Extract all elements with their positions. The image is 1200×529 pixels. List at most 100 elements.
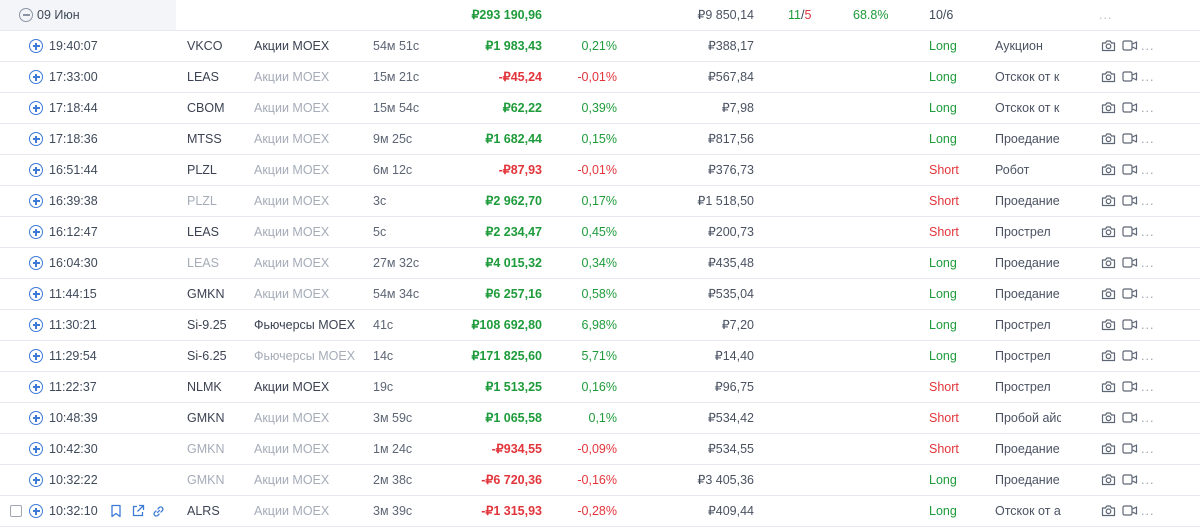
trade-duration: 54м 34с bbox=[373, 287, 420, 301]
video-icon[interactable] bbox=[1122, 194, 1138, 207]
trade-pnl: ₽1 065,58 bbox=[485, 411, 542, 425]
video-icon[interactable] bbox=[1122, 442, 1138, 455]
row-select-checkbox[interactable] bbox=[10, 505, 22, 517]
screenshot-camera-icon[interactable] bbox=[1101, 70, 1116, 83]
trade-row[interactable]: 10:48:39 GMKN Акции MOEX 3м 59с ₽1 065,5… bbox=[0, 403, 1200, 434]
group-more-dots[interactable]: ... bbox=[1099, 8, 1113, 22]
trade-row[interactable]: 11:29:54 Si-6.25 Фьючерсы MOEX 14с ₽171 … bbox=[0, 341, 1200, 372]
screenshot-camera-icon[interactable] bbox=[1101, 442, 1116, 455]
trade-row[interactable]: 10:42:30 GMKN Акции MOEX 1м 24с -₽934,55… bbox=[0, 434, 1200, 465]
trade-market: Акции MOEX bbox=[254, 504, 330, 518]
row-more-menu[interactable]: ... bbox=[1141, 442, 1155, 456]
expand-circle-icon[interactable] bbox=[29, 39, 43, 53]
row-more-menu[interactable]: ... bbox=[1141, 411, 1155, 425]
expand-circle-icon[interactable] bbox=[29, 287, 43, 301]
expand-circle-icon[interactable] bbox=[29, 380, 43, 394]
trade-pnl: ₽1 513,25 bbox=[485, 380, 542, 394]
row-more-menu[interactable]: ... bbox=[1141, 473, 1155, 487]
video-icon[interactable] bbox=[1122, 256, 1138, 269]
row-more-menu[interactable]: ... bbox=[1141, 194, 1155, 208]
video-icon[interactable] bbox=[1122, 39, 1138, 52]
expand-circle-icon[interactable] bbox=[29, 101, 43, 115]
expand-circle-icon[interactable] bbox=[29, 132, 43, 146]
bookmark-icon[interactable] bbox=[110, 504, 122, 518]
trade-time: 17:33:00 bbox=[49, 70, 98, 84]
row-more-menu[interactable]: ... bbox=[1141, 318, 1155, 332]
screenshot-camera-icon[interactable] bbox=[1101, 473, 1116, 486]
row-more-menu[interactable]: ... bbox=[1141, 287, 1155, 301]
trade-row[interactable]: 10:32:22 GMKN Акции MOEX 2м 38с -₽6 720,… bbox=[0, 465, 1200, 496]
expand-circle-icon[interactable] bbox=[29, 256, 43, 270]
screenshot-camera-icon[interactable] bbox=[1101, 39, 1116, 52]
trade-pnl: ₽4 015,32 bbox=[485, 256, 542, 270]
video-icon[interactable] bbox=[1122, 349, 1138, 362]
collapse-circle-icon[interactable] bbox=[19, 8, 33, 22]
screenshot-camera-icon[interactable] bbox=[1101, 163, 1116, 176]
trade-row[interactable]: 16:51:44 PLZL Акции MOEX 6м 12с -₽87,93 … bbox=[0, 155, 1200, 186]
group-win-loss: 11/5 bbox=[788, 0, 811, 30]
trade-row[interactable]: 19:40:07 VKCO Акции MOEX 54м 51с ₽1 983,… bbox=[0, 31, 1200, 62]
expand-circle-icon[interactable] bbox=[29, 194, 43, 208]
trade-row[interactable]: 17:33:00 LEAS Акции MOEX 15м 21с -₽45,24… bbox=[0, 62, 1200, 93]
screenshot-camera-icon[interactable] bbox=[1101, 349, 1116, 362]
trade-row[interactable]: 16:12:47 LEAS Акции MOEX 5с ₽2 234,47 0,… bbox=[0, 217, 1200, 248]
video-icon[interactable] bbox=[1122, 504, 1138, 517]
trade-row[interactable]: 11:22:37 NLMK Акции MOEX 19с ₽1 513,25 0… bbox=[0, 372, 1200, 403]
row-more-menu[interactable]: ... bbox=[1141, 39, 1155, 53]
row-more-menu[interactable]: ... bbox=[1141, 504, 1155, 518]
video-icon[interactable] bbox=[1122, 380, 1138, 393]
row-more-menu[interactable]: ... bbox=[1141, 225, 1155, 239]
trade-row[interactable]: 16:39:38 PLZL Акции MOEX 3с ₽2 962,70 0,… bbox=[0, 186, 1200, 217]
screenshot-camera-icon[interactable] bbox=[1101, 194, 1116, 207]
screenshot-camera-icon[interactable] bbox=[1101, 256, 1116, 269]
row-more-menu[interactable]: ... bbox=[1141, 256, 1155, 270]
trade-ticker: Si-6.25 bbox=[187, 349, 227, 363]
screenshot-camera-icon[interactable] bbox=[1101, 318, 1116, 331]
screenshot-camera-icon[interactable] bbox=[1101, 132, 1116, 145]
video-icon[interactable] bbox=[1122, 473, 1138, 486]
trade-market: Акции MOEX bbox=[254, 411, 330, 425]
video-icon[interactable] bbox=[1122, 132, 1138, 145]
row-more-menu[interactable]: ... bbox=[1141, 70, 1155, 84]
video-icon[interactable] bbox=[1122, 411, 1138, 424]
expand-circle-icon[interactable] bbox=[29, 70, 43, 84]
video-icon[interactable] bbox=[1122, 70, 1138, 83]
screenshot-camera-icon[interactable] bbox=[1101, 101, 1116, 114]
row-more-menu[interactable]: ... bbox=[1141, 163, 1155, 177]
expand-circle-icon[interactable] bbox=[29, 225, 43, 239]
row-more-menu[interactable]: ... bbox=[1141, 132, 1155, 146]
expand-circle-icon[interactable] bbox=[29, 349, 43, 363]
trade-duration: 2м 38с bbox=[373, 473, 413, 487]
screenshot-camera-icon[interactable] bbox=[1101, 380, 1116, 393]
screenshot-camera-icon[interactable] bbox=[1101, 225, 1116, 238]
day-group-row[interactable]: 09 Июн ₽293 190,96 ₽9 850,14 11/5 68.8% … bbox=[0, 0, 1200, 31]
row-more-menu[interactable]: ... bbox=[1141, 101, 1155, 115]
row-more-menu[interactable]: ... bbox=[1141, 380, 1155, 394]
row-more-menu[interactable]: ... bbox=[1141, 349, 1155, 363]
trade-row[interactable]: 11:30:21 Si-9.25 Фьючерсы MOEX 41с ₽108 … bbox=[0, 310, 1200, 341]
open-external-icon[interactable] bbox=[131, 504, 145, 518]
trade-row[interactable]: 17:18:44 CBOM Акции MOEX 15м 54с ₽62,22 … bbox=[0, 93, 1200, 124]
trade-market: Акции MOEX bbox=[254, 132, 330, 146]
expand-circle-icon[interactable] bbox=[29, 163, 43, 177]
expand-circle-icon[interactable] bbox=[29, 318, 43, 332]
copy-link-icon[interactable] bbox=[151, 504, 166, 519]
video-icon[interactable] bbox=[1122, 163, 1138, 176]
video-icon[interactable] bbox=[1122, 225, 1138, 238]
trade-ticker: LEAS bbox=[187, 225, 219, 239]
video-icon[interactable] bbox=[1122, 101, 1138, 114]
screenshot-camera-icon[interactable] bbox=[1101, 287, 1116, 300]
trade-row[interactable]: 17:18:36 MTSS Акции MOEX 9м 25с ₽1 682,4… bbox=[0, 124, 1200, 155]
expand-circle-icon[interactable] bbox=[29, 442, 43, 456]
video-icon[interactable] bbox=[1122, 287, 1138, 300]
trade-volume: ₽3 405,36 bbox=[697, 473, 754, 487]
trade-row[interactable]: 16:04:30 LEAS Акции MOEX 27м 32с ₽4 015,… bbox=[0, 248, 1200, 279]
trade-row[interactable]: 11:44:15 GMKN Акции MOEX 54м 34с ₽6 257,… bbox=[0, 279, 1200, 310]
screenshot-camera-icon[interactable] bbox=[1101, 504, 1116, 517]
expand-circle-icon[interactable] bbox=[29, 504, 43, 518]
expand-circle-icon[interactable] bbox=[29, 473, 43, 487]
screenshot-camera-icon[interactable] bbox=[1101, 411, 1116, 424]
trade-row[interactable]: 10:32:10 ALRS Акции MOEX 3м 39с -₽1 315,… bbox=[0, 496, 1200, 527]
expand-circle-icon[interactable] bbox=[29, 411, 43, 425]
video-icon[interactable] bbox=[1122, 318, 1138, 331]
